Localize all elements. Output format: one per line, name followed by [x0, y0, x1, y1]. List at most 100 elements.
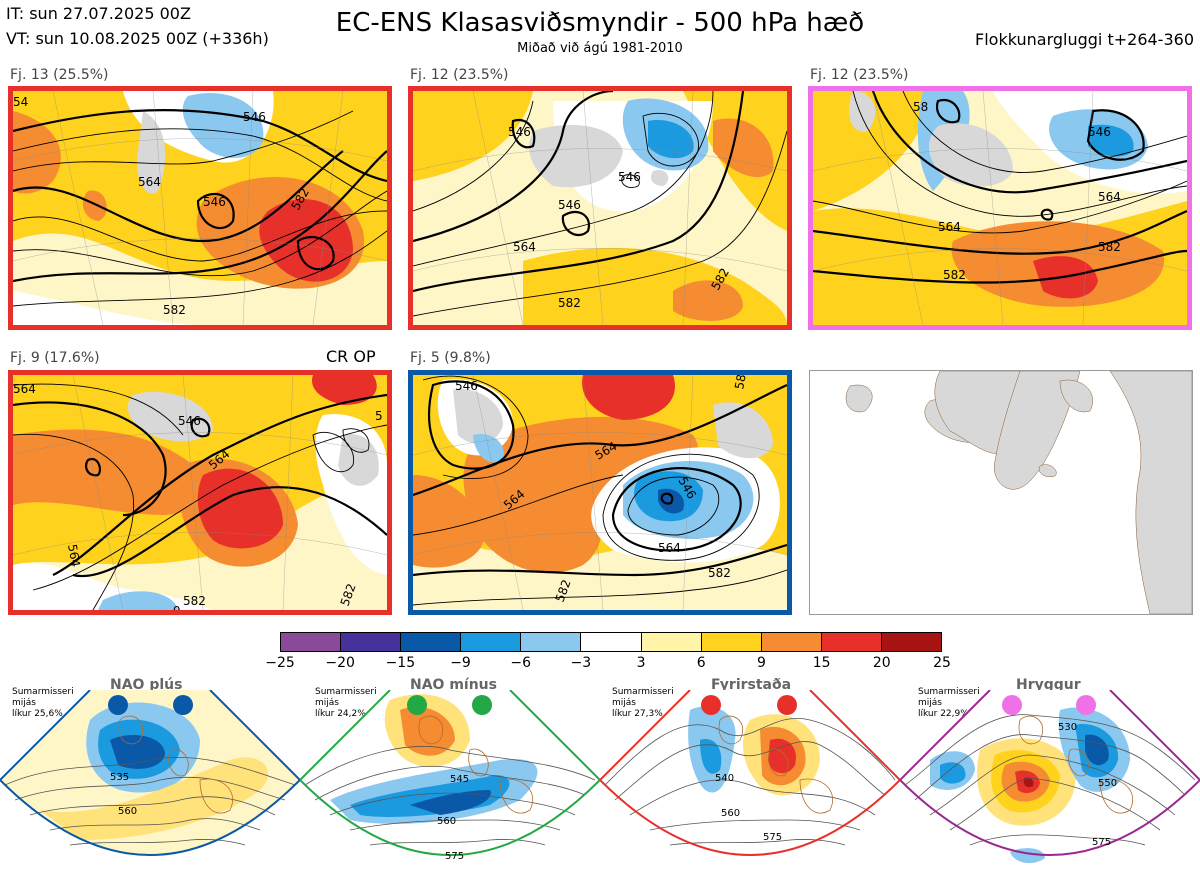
chart-subtitle: Miðað við ágú 1981-2010	[517, 41, 683, 56]
regime-4-mean: mijás	[918, 698, 942, 708]
cluster-3-contour-582: 582	[943, 268, 966, 282]
regime-3-dot-left	[701, 695, 721, 715]
regime-3-contour-540: 540	[715, 773, 734, 784]
regime-3-title: Fyrirstaða	[711, 677, 792, 693]
regime-4-contour-530: 530	[1058, 722, 1077, 733]
regime-3-contour-575: 575	[763, 832, 782, 843]
colorbar-tick-label: 6	[696, 655, 706, 671]
regime-2-contour-575: 575	[445, 851, 464, 862]
colorbar-tick-label: −20	[325, 655, 355, 671]
cr-op-label: CR OP	[326, 347, 376, 366]
colorbar-segment	[520, 633, 581, 651]
cluster-1-contour-54: 54	[13, 95, 28, 109]
cluster-2-contour-546b: 546	[558, 198, 581, 212]
regime-2-contour-560: 560	[437, 816, 456, 827]
colorbar-segment	[400, 633, 461, 651]
colorbar-segment	[640, 633, 701, 651]
regime-4-dot-right	[1076, 695, 1096, 715]
cluster-5-contour-546: 546	[455, 379, 478, 393]
regime-2-dot-left	[407, 695, 427, 715]
regime-3-map: 540 560 575	[600, 690, 900, 856]
regime-1-season: Sumarmisseri	[12, 687, 74, 697]
regime-2-mean: mijás	[315, 698, 339, 708]
cluster-5-label: Fj. 5 (9.8%)	[410, 350, 491, 366]
regime-2-prob: líkur 24,2%	[315, 709, 366, 719]
regime-4-contour-550: 550	[1098, 778, 1117, 789]
cluster-3-map: 546 564 564 582 582 58	[808, 86, 1192, 330]
cluster-5-map: 546 564 564 546 564 582 582 58	[408, 370, 792, 615]
regime-3-mean: mijás	[612, 698, 636, 708]
regime-2-season: Sumarmisseri	[315, 687, 377, 697]
regime-1-map: 535 560	[0, 690, 300, 856]
colorbar-tick-label: 15	[812, 655, 831, 671]
regime-4-dot-left	[1002, 695, 1022, 715]
regime-1-prob: líkur 25,6%	[12, 709, 63, 719]
empty-map	[809, 370, 1193, 615]
cluster-5-contour-58: 58	[732, 375, 748, 391]
cluster-3-contour-58: 58	[913, 100, 928, 114]
cluster-4-contour-564: 564	[13, 382, 36, 396]
colorbar-tick-label: −9	[450, 655, 471, 671]
regime-4-prob: líkur 22,9%	[918, 709, 969, 719]
cluster-2-contour-546: 546	[508, 125, 531, 139]
regime-1-info: Sumarmisseri mijás líkur 25,6%	[12, 687, 74, 720]
cluster-1-contour-546b: 546	[243, 110, 266, 124]
colorbar-tick-label: −6	[510, 655, 532, 671]
cluster-2-contour-564: 564	[513, 240, 536, 254]
colorbar-segment	[281, 633, 341, 651]
regime-4-title: Hryggur	[1016, 677, 1081, 693]
cluster-5-contour-564c: 564	[658, 541, 681, 555]
cluster-1-map: 546 564 582 582 546 54	[8, 86, 392, 330]
regime-1-dot-right	[173, 695, 193, 715]
cluster-1-contour-546: 546	[203, 195, 226, 209]
cluster-3-label: Fj. 12 (23.5%)	[810, 67, 909, 83]
cluster-1-contour-582b: 582	[163, 303, 186, 317]
regime-2-map: 545 560 575	[300, 690, 600, 862]
colorbar-tick-label: −25	[265, 655, 295, 671]
regime-2-title: NAO mínus	[410, 677, 497, 693]
colorbar-tick-label: 20	[872, 655, 891, 671]
regime-3-season: Sumarmisseri	[612, 687, 674, 697]
colorbar-segment	[760, 633, 821, 651]
cluster-4-map: 564 546 564 564 582 582 5 9	[8, 370, 392, 615]
cluster-5-contour-582: 582	[708, 566, 731, 580]
cluster-3-contour-546: 546	[1088, 125, 1111, 139]
cluster-2-label: Fj. 12 (23.5%)	[410, 67, 509, 83]
cluster-3-contour-564b: 564	[1098, 190, 1121, 204]
cluster-2-contour-582: 582	[558, 296, 581, 310]
regime-1-contour-535: 535	[110, 772, 129, 783]
colorbar-tick-label: 25	[933, 655, 951, 671]
regime-1-dot-left	[108, 695, 128, 715]
regime-4-season: Sumarmisseri	[918, 687, 980, 697]
regime-1-title: NAO plús	[110, 677, 183, 693]
cluster-4-label: Fj. 9 (17.6%)	[10, 350, 100, 366]
cluster-4-contour-564c: 564	[65, 543, 83, 568]
cluster-2-contour-546c: 546	[618, 170, 641, 184]
cluster-window: Flokkunargluggi t+264-360	[975, 30, 1194, 49]
colorbar-tick-label: 9	[756, 655, 766, 671]
colorbar-segment	[340, 633, 401, 651]
colorbar-tick-label: 3	[636, 655, 646, 671]
regime-2-contour-545: 545	[450, 774, 469, 785]
cluster-4-contour-546: 546	[178, 414, 201, 428]
colorbar-segment	[580, 633, 641, 651]
cluster-1-contour-564: 564	[138, 175, 161, 189]
regime-3-info: Sumarmisseri mijás líkur 27,3%	[612, 687, 674, 720]
cluster-3-contour-564: 564	[938, 220, 961, 234]
cluster-1-label: Fj. 13 (25.5%)	[10, 67, 109, 83]
regime-3-prob: líkur 27,3%	[612, 709, 663, 719]
init-time: IT: sun 27.07.2025 00Z	[6, 4, 191, 23]
colorbar-tick-label: −15	[385, 655, 416, 671]
colorbar-segment	[820, 633, 881, 651]
regime-2-dot-right	[472, 695, 492, 715]
regime-4-info: Sumarmisseri mijás líkur 22,9%	[918, 687, 980, 720]
regime-2-info: Sumarmisseri mijás líkur 24,2%	[315, 687, 377, 720]
colorbar-ticks: −25 −20 −15 −9 −6 −3 3 6 9 15 20 25	[265, 655, 951, 673]
regime-3-dot-right	[777, 695, 797, 715]
regime-1-mean: mijás	[12, 698, 36, 708]
regime-4-map: 530 550 575	[900, 690, 1200, 864]
chart-title: EC-ENS Klasasviðsmyndir - 500 hPa hæð	[335, 8, 865, 38]
cluster-4-contour-9: 9	[173, 604, 181, 610]
valid-time: VT: sun 10.08.2025 00Z (+336h)	[6, 29, 269, 48]
colorbar-segment	[700, 633, 761, 651]
